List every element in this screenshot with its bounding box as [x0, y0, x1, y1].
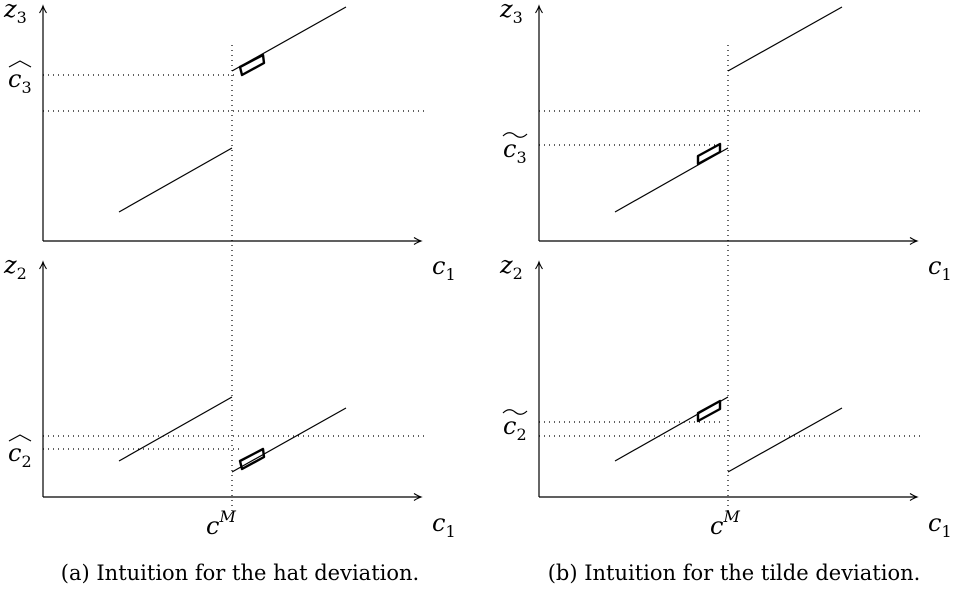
panel-a-caption: (a) Intuition for the hat deviation. [61, 561, 419, 585]
panel-a: z3 c3 c1 z2 c2 c1 cM (a) Intuition for t… [3, 0, 456, 585]
panel-a-top-x-label: c1 [432, 252, 456, 284]
panel-a-top-level-label: c3 [8, 65, 32, 97]
panel-b-bottom-plot: z2 c2 c1 cM [499, 251, 952, 541]
panel-b-top-deviation-box [696, 142, 722, 166]
panel-a-bottom-plot: z2 c2 c1 cM [3, 251, 456, 541]
panel-a-bottom-level-label: c2 [8, 439, 32, 471]
panel-b-threshold-label: cM [710, 507, 740, 540]
panel-b-top-plot: z3 c3 c1 [499, 0, 952, 512]
panel-b-top-level-label: c3 [503, 135, 527, 167]
panel-b-top-y-label: z3 [499, 0, 523, 27]
panel-a-bottom-left-segment [118, 396, 233, 462]
panel-b: z3 c3 c1 z2 c2 c1 cM (b) Intuition for t… [499, 0, 952, 585]
panel-b-bottom-tilde-accent [502, 409, 528, 415]
panel-b-top-right-segment [727, 6, 843, 72]
panel-a-bottom-right-segment [231, 407, 347, 473]
panel-a-top-plot: z3 c3 c1 [3, 0, 456, 512]
panel-a-bottom-x-label: c1 [432, 509, 456, 541]
panel-a-bottom-hat-accent [8, 434, 32, 442]
panel-b-bottom-deviation-box [696, 399, 722, 423]
panel-a-bottom-deviation-box [238, 447, 266, 471]
panel-b-bottom-right-segment [727, 407, 843, 473]
panel-b-bottom-level-label: c2 [503, 412, 527, 444]
panel-a-top-hat-accent [8, 60, 32, 68]
panel-a-top-y-label: z3 [3, 0, 27, 27]
panel-b-top-tilde-accent [502, 132, 528, 138]
panel-a-top-left-segment [118, 147, 233, 213]
panel-b-bottom-y-label: z2 [499, 251, 523, 283]
panel-a-top-deviation-box [238, 53, 266, 77]
panel-b-caption: (b) Intuition for the tilde deviation. [548, 561, 921, 585]
panel-b-top-x-label: c1 [928, 252, 952, 284]
panel-b-bottom-x-label: c1 [928, 509, 952, 541]
panel-a-bottom-y-label: z2 [3, 251, 27, 283]
panel-a-threshold-label: cM [206, 507, 236, 540]
